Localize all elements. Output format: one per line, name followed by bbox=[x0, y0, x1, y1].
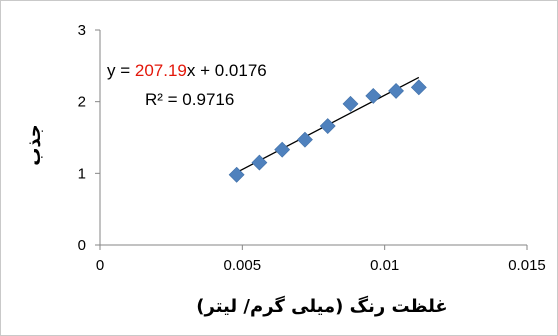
data-point bbox=[274, 141, 291, 158]
x-tick-label: 0.01 bbox=[370, 257, 399, 274]
x-tick-label: 0.005 bbox=[224, 257, 262, 274]
y-tick-label: 0 bbox=[78, 237, 86, 254]
r-squared-label: R² = 0.9716 bbox=[145, 90, 234, 109]
data-point bbox=[410, 79, 427, 96]
x-tick-label: 0 bbox=[96, 257, 104, 274]
y-tick-label: 1 bbox=[78, 165, 86, 182]
data-point bbox=[251, 154, 268, 171]
data-point bbox=[228, 166, 245, 183]
data-point bbox=[342, 95, 359, 112]
x-axis-title: غلظت رنگ (میلی گرم/ لیتر) bbox=[196, 295, 447, 317]
data-point bbox=[319, 118, 336, 134]
y-tick-label: 2 bbox=[78, 94, 86, 111]
y-axis-title: جذب bbox=[24, 124, 45, 165]
data-point bbox=[365, 88, 382, 104]
trendline-equation: y = 207.19x + 0.0176 bbox=[107, 61, 267, 80]
data-point bbox=[388, 82, 404, 99]
y-tick-label: 3 bbox=[78, 22, 86, 39]
data-point bbox=[297, 131, 313, 148]
x-tick-label: 0.015 bbox=[508, 257, 546, 274]
